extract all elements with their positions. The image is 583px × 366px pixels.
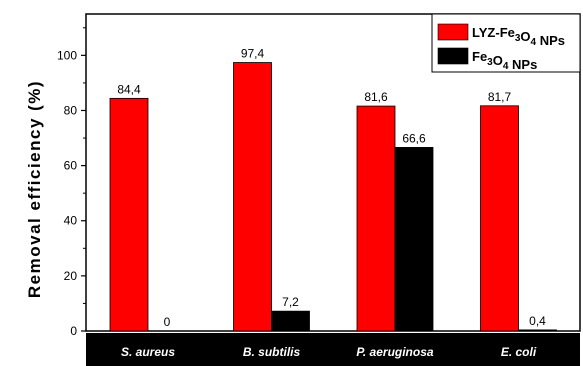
x-tick-label: S. aureus [121, 345, 175, 359]
data-label: 81,6 [364, 90, 388, 104]
data-label: 0 [164, 315, 171, 329]
y-tick-label: 40 [64, 214, 78, 228]
plot-area: 0 20 40 60 80 100 84,4 0 S. aureus 97,4 7,2 B. subt… [57, 13, 581, 366]
y-tick-label: 20 [64, 269, 78, 283]
bar [480, 105, 519, 332]
plot-frame [85, 13, 581, 332]
bar [233, 62, 272, 332]
bar [109, 97, 149, 332]
bar [394, 147, 434, 332]
bar [518, 329, 557, 332]
category-band [86, 333, 580, 366]
y-axis-label: Removal efficiency (%) [25, 80, 44, 298]
data-label: 81,7 [488, 90, 512, 104]
y-tick-label: 100 [57, 48, 77, 62]
y-tick-label: 80 [64, 103, 78, 117]
x-tick-label: B. subtilis [243, 345, 301, 359]
data-label: 0,4 [529, 314, 546, 328]
data-label: 7,2 [282, 295, 299, 309]
bar [271, 310, 310, 332]
data-label: 66,6 [402, 131, 426, 145]
x-tick-label: P. aeruginosa [356, 345, 433, 359]
legend-label: LYZ-Fe3O4 NPs [472, 25, 565, 48]
legend-swatch [437, 23, 469, 41]
data-label: 97,4 [241, 47, 265, 61]
y-tick-label: 60 [64, 159, 78, 173]
legend-label: Fe3O4 NPs [472, 49, 537, 72]
data-label: 84,4 [117, 82, 141, 96]
bar [356, 105, 396, 332]
y-tick-label: 0 [70, 324, 77, 338]
legend-box [431, 13, 581, 73]
legend-swatch [437, 47, 469, 65]
x-tick-label: E. coli [501, 345, 537, 359]
